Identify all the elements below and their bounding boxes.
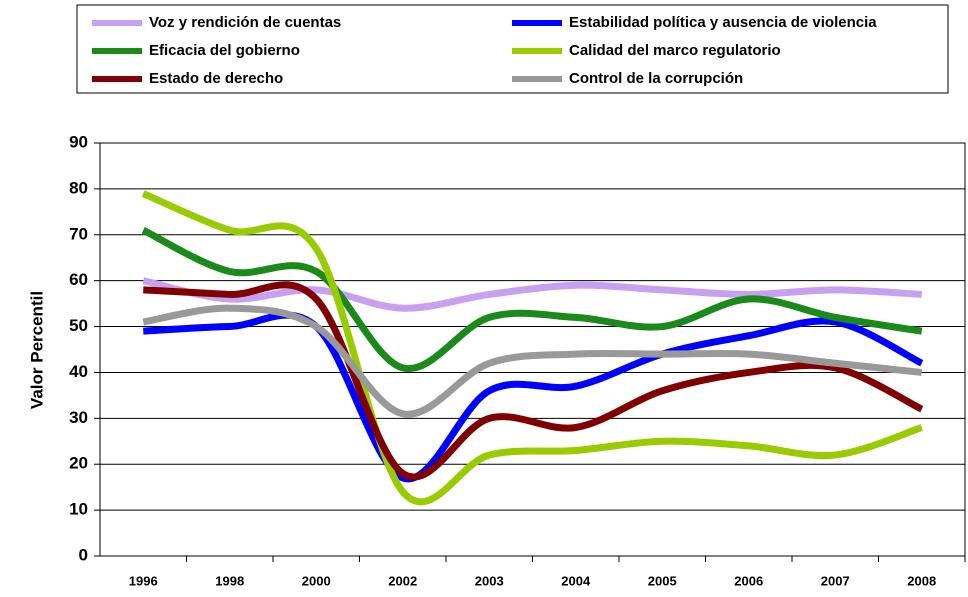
y-tick-label: 50	[69, 316, 88, 335]
legend-label: Eficacia del gobierno	[149, 42, 300, 59]
x-tick-label: 1996	[129, 573, 158, 588]
y-tick-label: 10	[69, 500, 88, 519]
series-line	[143, 281, 924, 481]
plot-area	[99, 142, 966, 557]
legend-label: Control de la corrupción	[569, 70, 743, 87]
y-tick-label: 0	[79, 545, 88, 564]
y-tick-label: 60	[69, 270, 88, 289]
y-tick-label: 30	[69, 408, 88, 427]
x-tick-label: 2008	[907, 573, 936, 588]
y-tick-label: 20	[69, 454, 88, 473]
legend-label: Estabilidad política y ausencia de viole…	[569, 14, 877, 31]
x-tick-label: 2007	[821, 573, 850, 588]
x-tick-label: 2005	[648, 573, 677, 588]
x-tick-label: 2004	[561, 573, 591, 588]
x-tick-label: 2006	[734, 573, 763, 588]
legend-label: Calidad del marco regulatorio	[569, 42, 781, 59]
x-tick-label: 1998	[215, 573, 244, 588]
series-line	[142, 304, 923, 418]
series-line	[142, 277, 922, 312]
y-tick-label: 70	[69, 224, 88, 243]
y-tick-label: 90	[69, 132, 88, 151]
series-line	[141, 227, 923, 373]
y-tick-label: 40	[69, 362, 88, 381]
x-tick-label: 2000	[302, 573, 331, 588]
legend-label: Voz y rendición de cuentas	[149, 14, 341, 31]
legend-label: Estado de derecho	[149, 70, 283, 87]
x-tick-label: 2002	[388, 573, 417, 588]
x-tick-label: 2003	[475, 573, 504, 588]
y-axis-label: Valor Percentil	[27, 291, 46, 409]
series-line	[141, 190, 923, 506]
y-tick-label: 80	[69, 178, 88, 197]
